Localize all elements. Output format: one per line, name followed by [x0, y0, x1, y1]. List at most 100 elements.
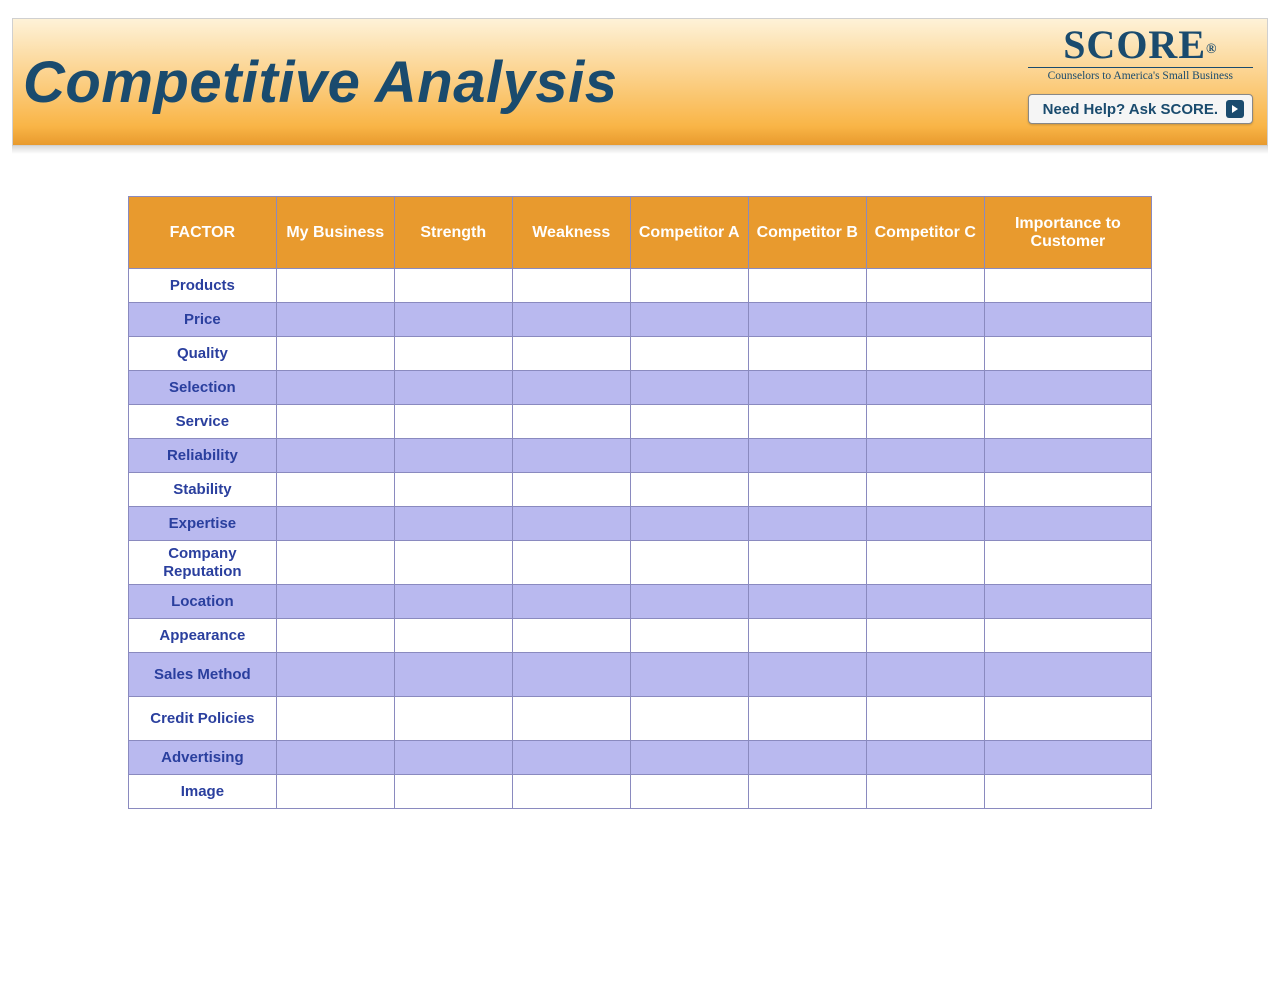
- table-cell[interactable]: [630, 619, 748, 653]
- table-cell[interactable]: [276, 507, 394, 541]
- table-cell[interactable]: [630, 303, 748, 337]
- table-cell[interactable]: [748, 585, 866, 619]
- table-cell[interactable]: [394, 775, 512, 809]
- table-cell[interactable]: [866, 269, 984, 303]
- table-cell[interactable]: [512, 473, 630, 507]
- table-cell[interactable]: [748, 473, 866, 507]
- table-cell[interactable]: [984, 405, 1151, 439]
- table-cell[interactable]: [748, 439, 866, 473]
- table-cell[interactable]: [748, 405, 866, 439]
- table-cell[interactable]: [866, 697, 984, 741]
- table-cell[interactable]: [512, 439, 630, 473]
- table-cell[interactable]: [394, 337, 512, 371]
- table-cell[interactable]: [276, 775, 394, 809]
- table-cell[interactable]: [748, 619, 866, 653]
- table-cell[interactable]: [984, 507, 1151, 541]
- table-cell[interactable]: [512, 653, 630, 697]
- table-cell[interactable]: [630, 405, 748, 439]
- table-cell[interactable]: [276, 541, 394, 585]
- table-cell[interactable]: [748, 303, 866, 337]
- table-cell[interactable]: [394, 541, 512, 585]
- table-cell[interactable]: [748, 507, 866, 541]
- table-cell[interactable]: [984, 775, 1151, 809]
- table-cell[interactable]: [866, 405, 984, 439]
- table-cell[interactable]: [748, 697, 866, 741]
- table-cell[interactable]: [630, 473, 748, 507]
- table-cell[interactable]: [630, 741, 748, 775]
- table-cell[interactable]: [394, 439, 512, 473]
- table-cell[interactable]: [276, 371, 394, 405]
- table-cell[interactable]: [984, 337, 1151, 371]
- table-cell[interactable]: [394, 269, 512, 303]
- table-cell[interactable]: [748, 371, 866, 405]
- table-cell[interactable]: [512, 371, 630, 405]
- table-cell[interactable]: [866, 653, 984, 697]
- table-cell[interactable]: [394, 507, 512, 541]
- table-cell[interactable]: [748, 741, 866, 775]
- table-cell[interactable]: [630, 439, 748, 473]
- table-cell[interactable]: [984, 541, 1151, 585]
- table-cell[interactable]: [866, 585, 984, 619]
- table-cell[interactable]: [394, 619, 512, 653]
- table-cell[interactable]: [748, 269, 866, 303]
- table-cell[interactable]: [866, 619, 984, 653]
- table-cell[interactable]: [512, 507, 630, 541]
- table-cell[interactable]: [394, 405, 512, 439]
- table-cell[interactable]: [630, 337, 748, 371]
- table-cell[interactable]: [276, 585, 394, 619]
- table-cell[interactable]: [276, 473, 394, 507]
- table-cell[interactable]: [984, 303, 1151, 337]
- table-cell[interactable]: [276, 439, 394, 473]
- table-cell[interactable]: [512, 619, 630, 653]
- ask-score-button[interactable]: Need Help? Ask SCORE.: [1028, 94, 1253, 124]
- table-cell[interactable]: [394, 303, 512, 337]
- table-cell[interactable]: [866, 775, 984, 809]
- table-cell[interactable]: [512, 585, 630, 619]
- table-cell[interactable]: [630, 775, 748, 809]
- table-cell[interactable]: [276, 697, 394, 741]
- table-cell[interactable]: [394, 473, 512, 507]
- table-cell[interactable]: [748, 775, 866, 809]
- table-cell[interactable]: [984, 619, 1151, 653]
- table-cell[interactable]: [984, 473, 1151, 507]
- table-cell[interactable]: [276, 619, 394, 653]
- table-cell[interactable]: [630, 507, 748, 541]
- table-cell[interactable]: [630, 371, 748, 405]
- table-cell[interactable]: [984, 653, 1151, 697]
- table-cell[interactable]: [866, 439, 984, 473]
- table-cell[interactable]: [866, 337, 984, 371]
- table-cell[interactable]: [866, 507, 984, 541]
- table-cell[interactable]: [512, 741, 630, 775]
- table-cell[interactable]: [276, 405, 394, 439]
- table-cell[interactable]: [748, 337, 866, 371]
- table-cell[interactable]: [984, 585, 1151, 619]
- table-cell[interactable]: [748, 541, 866, 585]
- table-cell[interactable]: [630, 541, 748, 585]
- table-cell[interactable]: [630, 585, 748, 619]
- table-cell[interactable]: [276, 653, 394, 697]
- table-cell[interactable]: [512, 775, 630, 809]
- table-cell[interactable]: [866, 741, 984, 775]
- table-cell[interactable]: [512, 269, 630, 303]
- table-cell[interactable]: [984, 439, 1151, 473]
- table-cell[interactable]: [866, 371, 984, 405]
- table-cell[interactable]: [276, 741, 394, 775]
- table-cell[interactable]: [512, 697, 630, 741]
- table-cell[interactable]: [866, 473, 984, 507]
- table-cell[interactable]: [394, 741, 512, 775]
- table-cell[interactable]: [394, 585, 512, 619]
- table-cell[interactable]: [394, 653, 512, 697]
- table-cell[interactable]: [630, 697, 748, 741]
- table-cell[interactable]: [394, 371, 512, 405]
- table-cell[interactable]: [748, 653, 866, 697]
- table-cell[interactable]: [984, 269, 1151, 303]
- table-cell[interactable]: [394, 697, 512, 741]
- table-cell[interactable]: [984, 697, 1151, 741]
- table-cell[interactable]: [276, 269, 394, 303]
- table-cell[interactable]: [866, 303, 984, 337]
- table-cell[interactable]: [630, 269, 748, 303]
- table-cell[interactable]: [984, 741, 1151, 775]
- table-cell[interactable]: [512, 541, 630, 585]
- table-cell[interactable]: [866, 541, 984, 585]
- table-cell[interactable]: [512, 405, 630, 439]
